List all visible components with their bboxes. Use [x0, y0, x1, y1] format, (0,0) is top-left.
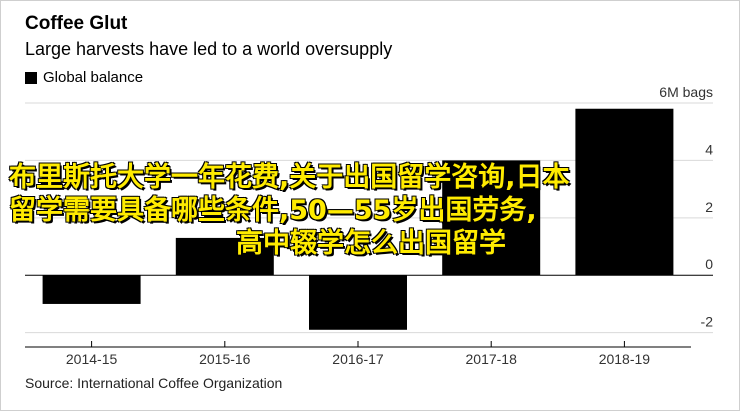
x-tick-label: 2018-19 [599, 351, 651, 367]
chart-title: Coffee Glut [25, 13, 128, 34]
x-tick-label: 2014-15 [66, 351, 118, 367]
y-tick-label: 0 [705, 256, 713, 272]
overlay-line-3: 高中辍学怎么出国留学 [236, 228, 506, 259]
x-tick-label: 2017-18 [466, 351, 518, 367]
bar-2018-19 [575, 108, 674, 276]
x-tick-label: 2015-16 [199, 351, 251, 367]
legend-label: Global balance [43, 69, 144, 86]
y-tick-label: 2 [705, 199, 713, 215]
bar-2017-18 [442, 160, 541, 276]
y-tick-label: 4 [705, 141, 713, 157]
source-note: Source: International Coffee Organizatio… [25, 375, 283, 391]
y-tick-label: -2 [701, 314, 714, 330]
bar-2016-17 [309, 275, 407, 330]
legend-swatch [25, 71, 37, 84]
bar-2014-15 [42, 275, 141, 304]
overlay-line-2: 留学需要具备哪些条件,50—55岁出国劳务, [9, 195, 537, 226]
overlay-text: 布里斯托大学一年花费,关于出国留学咨询,日本 留学需要具备哪些条件,50—55岁… [1, 161, 740, 260]
x-tick-label: 2016-17 [332, 351, 384, 367]
y-tick-label: 6M bags [659, 84, 713, 100]
legend: Global balance [25, 69, 143, 86]
chart-subtitle: Large harvests have led to a world overs… [25, 39, 393, 59]
bar-2015-16 [175, 237, 274, 276]
overlay-line-1: 布里斯托大学一年花费,关于出国留学咨询,日本 [9, 162, 570, 193]
